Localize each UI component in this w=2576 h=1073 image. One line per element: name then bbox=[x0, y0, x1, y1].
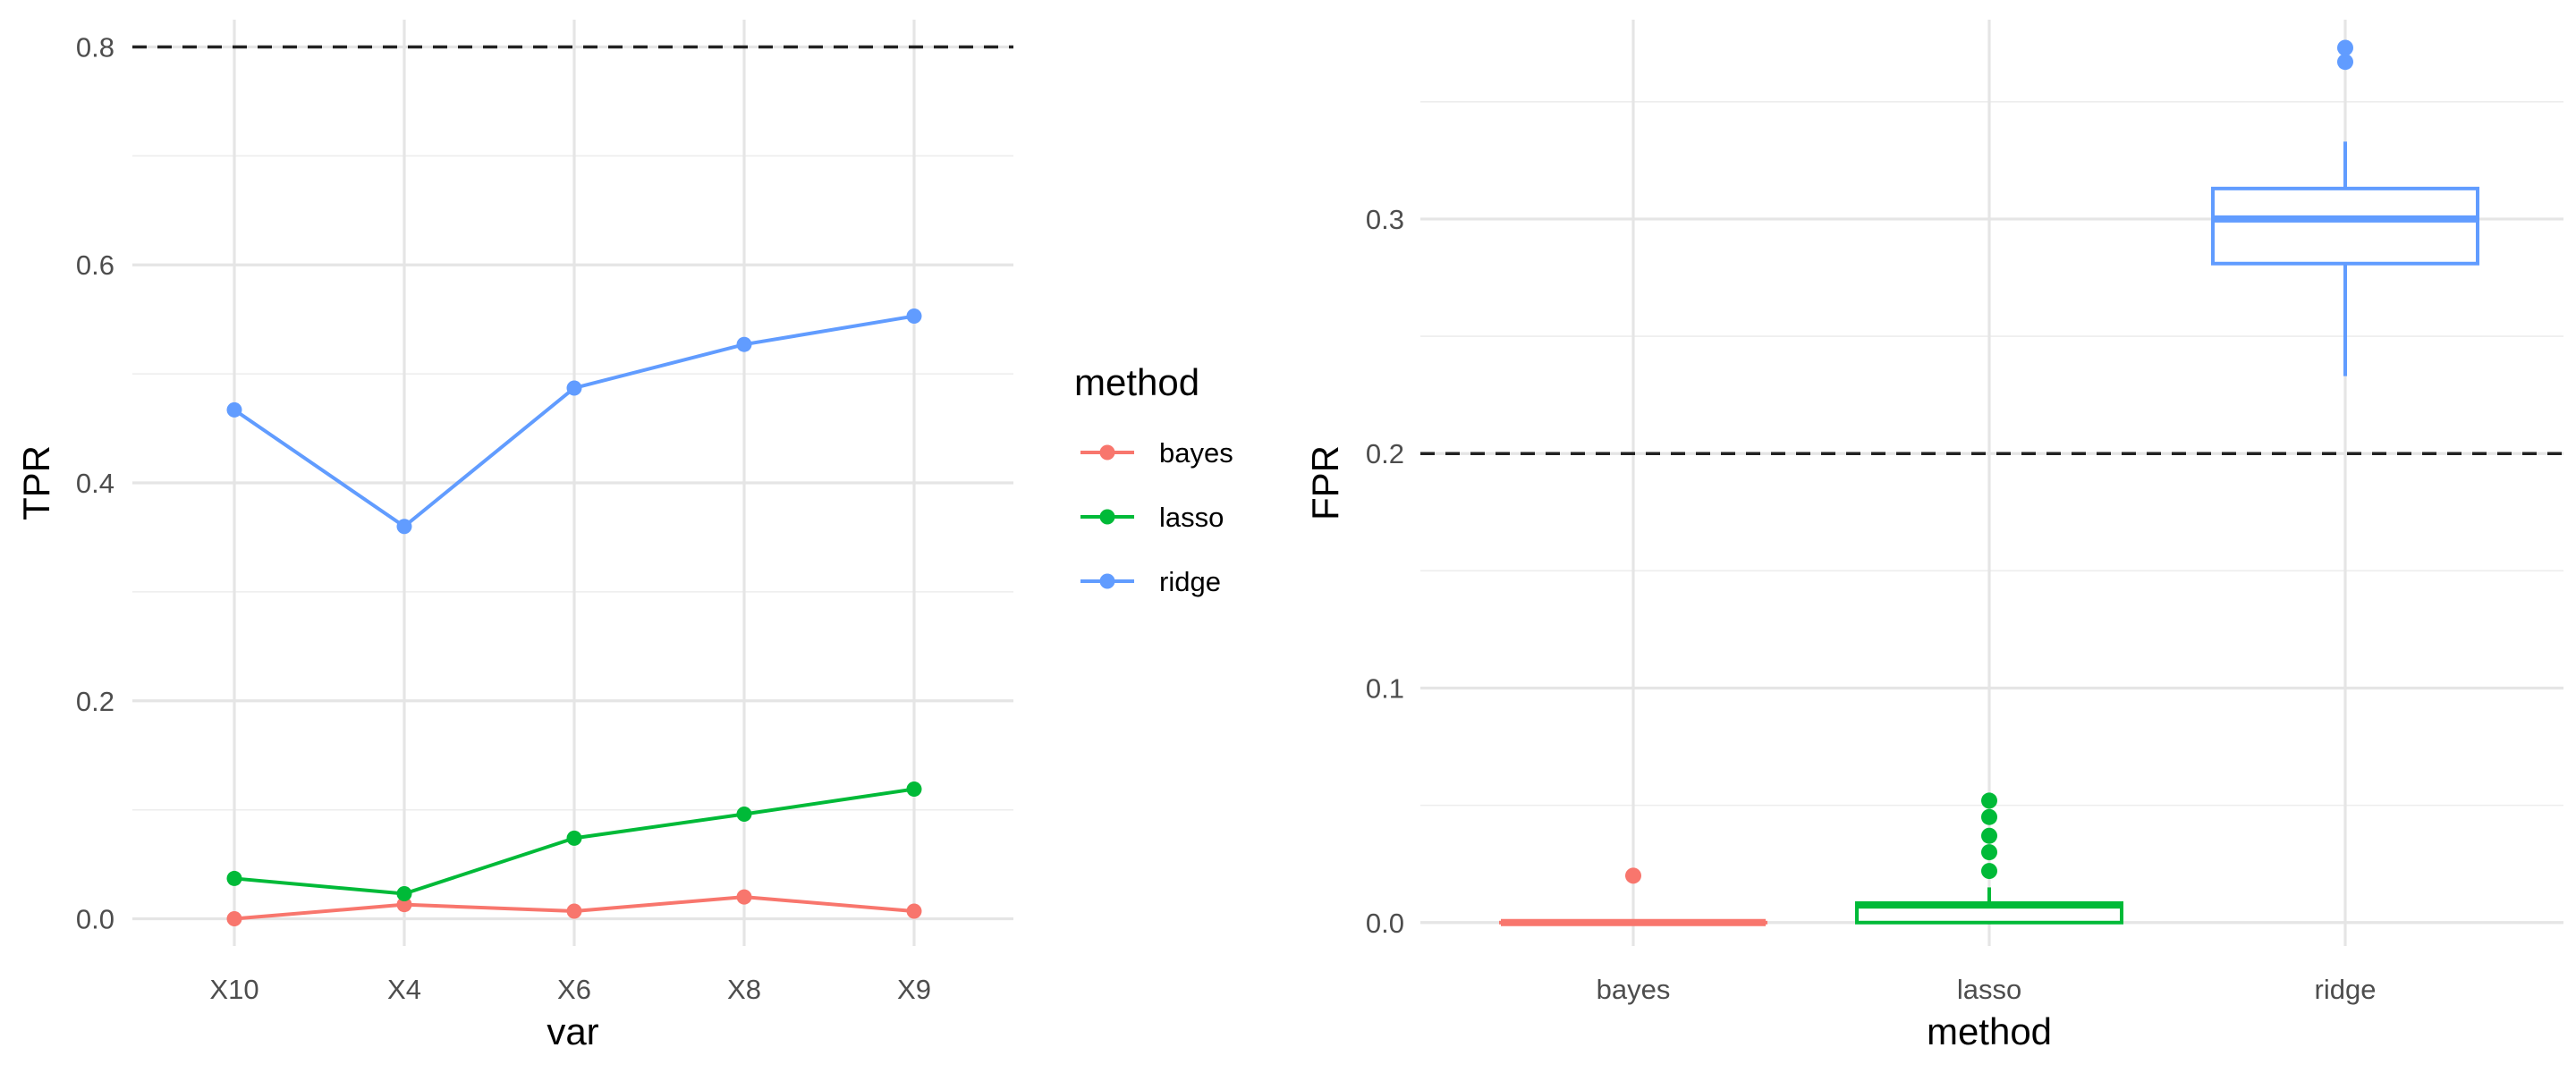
outlier-lasso bbox=[1981, 863, 1997, 880]
outlier-lasso bbox=[1981, 792, 1997, 809]
tpr-y-tick-label: 0.4 bbox=[76, 468, 114, 499]
tpr-x-axis-title: var bbox=[547, 1010, 598, 1052]
outlier-ridge bbox=[2337, 54, 2353, 71]
legend-key-point-lasso bbox=[1099, 509, 1115, 525]
box-bayes bbox=[1499, 867, 1767, 926]
tpr-y-tick-label: 0.2 bbox=[76, 686, 114, 717]
box-lasso bbox=[1855, 792, 2123, 925]
point-lasso-X4 bbox=[396, 885, 412, 901]
legend-label-lasso: lasso bbox=[1159, 502, 1224, 533]
legend-items: bayes lasso ridge bbox=[1080, 437, 1233, 597]
fpr-x-tick-label: ridge bbox=[2315, 974, 2377, 1005]
fpr-x-tick-labels: bayes lasso ridge bbox=[1597, 974, 2377, 1005]
legend-key-point-bayes bbox=[1099, 444, 1115, 460]
box-ridge bbox=[2211, 39, 2479, 376]
point-lasso-X8 bbox=[736, 807, 752, 823]
point-lasso-X9 bbox=[906, 781, 922, 797]
legend-label-bayes: bayes bbox=[1159, 437, 1233, 469]
legend-key-point-ridge bbox=[1099, 573, 1115, 589]
point-bayes-X10 bbox=[226, 911, 242, 927]
iqr-box-ridge bbox=[2211, 186, 2479, 266]
point-ridge-X9 bbox=[906, 308, 922, 325]
tpr-line-chart: 0.0 0.2 0.4 0.6 0.8 X10 X4 X6 X8 X9 var TPR bbox=[15, 20, 1013, 1052]
tpr-x-tick-label: X8 bbox=[727, 974, 761, 1005]
outlier-lasso bbox=[1981, 827, 1997, 844]
fpr-y-tick-labels: 0.0 0.1 0.2 0.3 bbox=[1366, 204, 1404, 939]
point-lasso-X10 bbox=[226, 870, 242, 886]
tpr-series bbox=[226, 308, 922, 927]
fpr-y-axis-title: FPR bbox=[1304, 445, 1346, 520]
fpr-boxes bbox=[1499, 39, 2479, 926]
fpr-box-plot: 0.0 0.1 0.2 0.3 bayes lasso ridge method FPR bbox=[1304, 20, 2563, 1052]
fpr-x-axis-title: method bbox=[1927, 1010, 2052, 1052]
outlier-lasso bbox=[1981, 844, 1997, 861]
outlier-lasso bbox=[1981, 808, 1997, 825]
tpr-x-tick-label: X10 bbox=[209, 974, 258, 1005]
fpr-x-tick-label: bayes bbox=[1597, 974, 1671, 1005]
tpr-y-axis-title: TPR bbox=[15, 445, 57, 520]
fpr-y-tick-label: 0.3 bbox=[1366, 204, 1404, 235]
tpr-major-grid bbox=[132, 20, 1013, 946]
point-ridge-X10 bbox=[226, 401, 242, 418]
point-bayes-X6 bbox=[566, 903, 582, 919]
outlier-bayes bbox=[1625, 867, 1641, 884]
tpr-y-tick-label: 0.0 bbox=[76, 904, 114, 935]
tpr-x-tick-labels: X10 X4 X6 X8 X9 bbox=[209, 974, 931, 1005]
fpr-x-tick-label: lasso bbox=[1957, 974, 2021, 1005]
tpr-y-tick-label: 0.8 bbox=[76, 31, 114, 63]
fpr-y-tick-label: 0.2 bbox=[1366, 438, 1404, 469]
point-ridge-X8 bbox=[736, 336, 752, 352]
point-bayes-X4 bbox=[396, 897, 412, 913]
point-ridge-X4 bbox=[396, 519, 412, 535]
legend-title: method bbox=[1074, 361, 1199, 403]
point-ridge-X6 bbox=[566, 380, 582, 396]
tpr-x-tick-label: X6 bbox=[557, 974, 591, 1005]
tpr-x-tick-label: X9 bbox=[897, 974, 931, 1005]
fpr-y-tick-label: 0.1 bbox=[1366, 672, 1404, 704]
fpr-y-tick-label: 0.0 bbox=[1366, 908, 1404, 939]
tpr-y-tick-labels: 0.0 0.2 0.4 0.6 0.8 bbox=[76, 31, 114, 934]
legend-label-ridge: ridge bbox=[1159, 566, 1221, 597]
tpr-y-tick-label: 0.6 bbox=[76, 249, 114, 281]
outlier-ridge bbox=[2337, 39, 2353, 56]
legend: method bayes lasso ridge bbox=[1074, 361, 1233, 597]
point-bayes-X8 bbox=[736, 889, 752, 905]
point-bayes-X9 bbox=[906, 903, 922, 919]
point-lasso-X6 bbox=[566, 830, 582, 846]
tpr-x-tick-label: X4 bbox=[387, 974, 421, 1005]
